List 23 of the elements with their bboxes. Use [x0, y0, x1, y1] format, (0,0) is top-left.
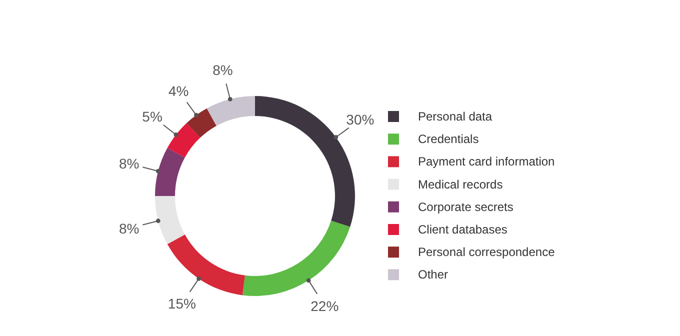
- data-label: 22%: [310, 298, 339, 314]
- data-label: 30%: [346, 112, 374, 128]
- data-label: 8%: [212, 62, 233, 78]
- legend-label: Other: [418, 268, 448, 282]
- donut-slice: [155, 148, 185, 196]
- donut-slice: [167, 234, 245, 296]
- legend-label: Corporate secrets: [418, 200, 514, 214]
- data-label: 15%: [168, 296, 196, 312]
- donut-slice: [167, 123, 200, 158]
- data-label: 4%: [168, 82, 189, 99]
- legend-label: Payment card information: [418, 154, 555, 169]
- legend-label: Personal correspondence: [418, 245, 556, 260]
- legend-label: Credentials: [418, 132, 479, 146]
- donut-slice: [155, 196, 185, 244]
- data-label: 5%: [142, 108, 162, 124]
- donut-slice: [206, 96, 255, 126]
- donut-slice: [186, 108, 216, 138]
- data-label: 8%: [118, 220, 140, 236]
- legend-label: Medical records: [418, 177, 503, 192]
- legend-label: Personal data: [418, 110, 492, 124]
- donut-slice: [242, 220, 350, 296]
- data-label: 8%: [118, 156, 140, 172]
- legend-label: Client databases: [418, 222, 508, 236]
